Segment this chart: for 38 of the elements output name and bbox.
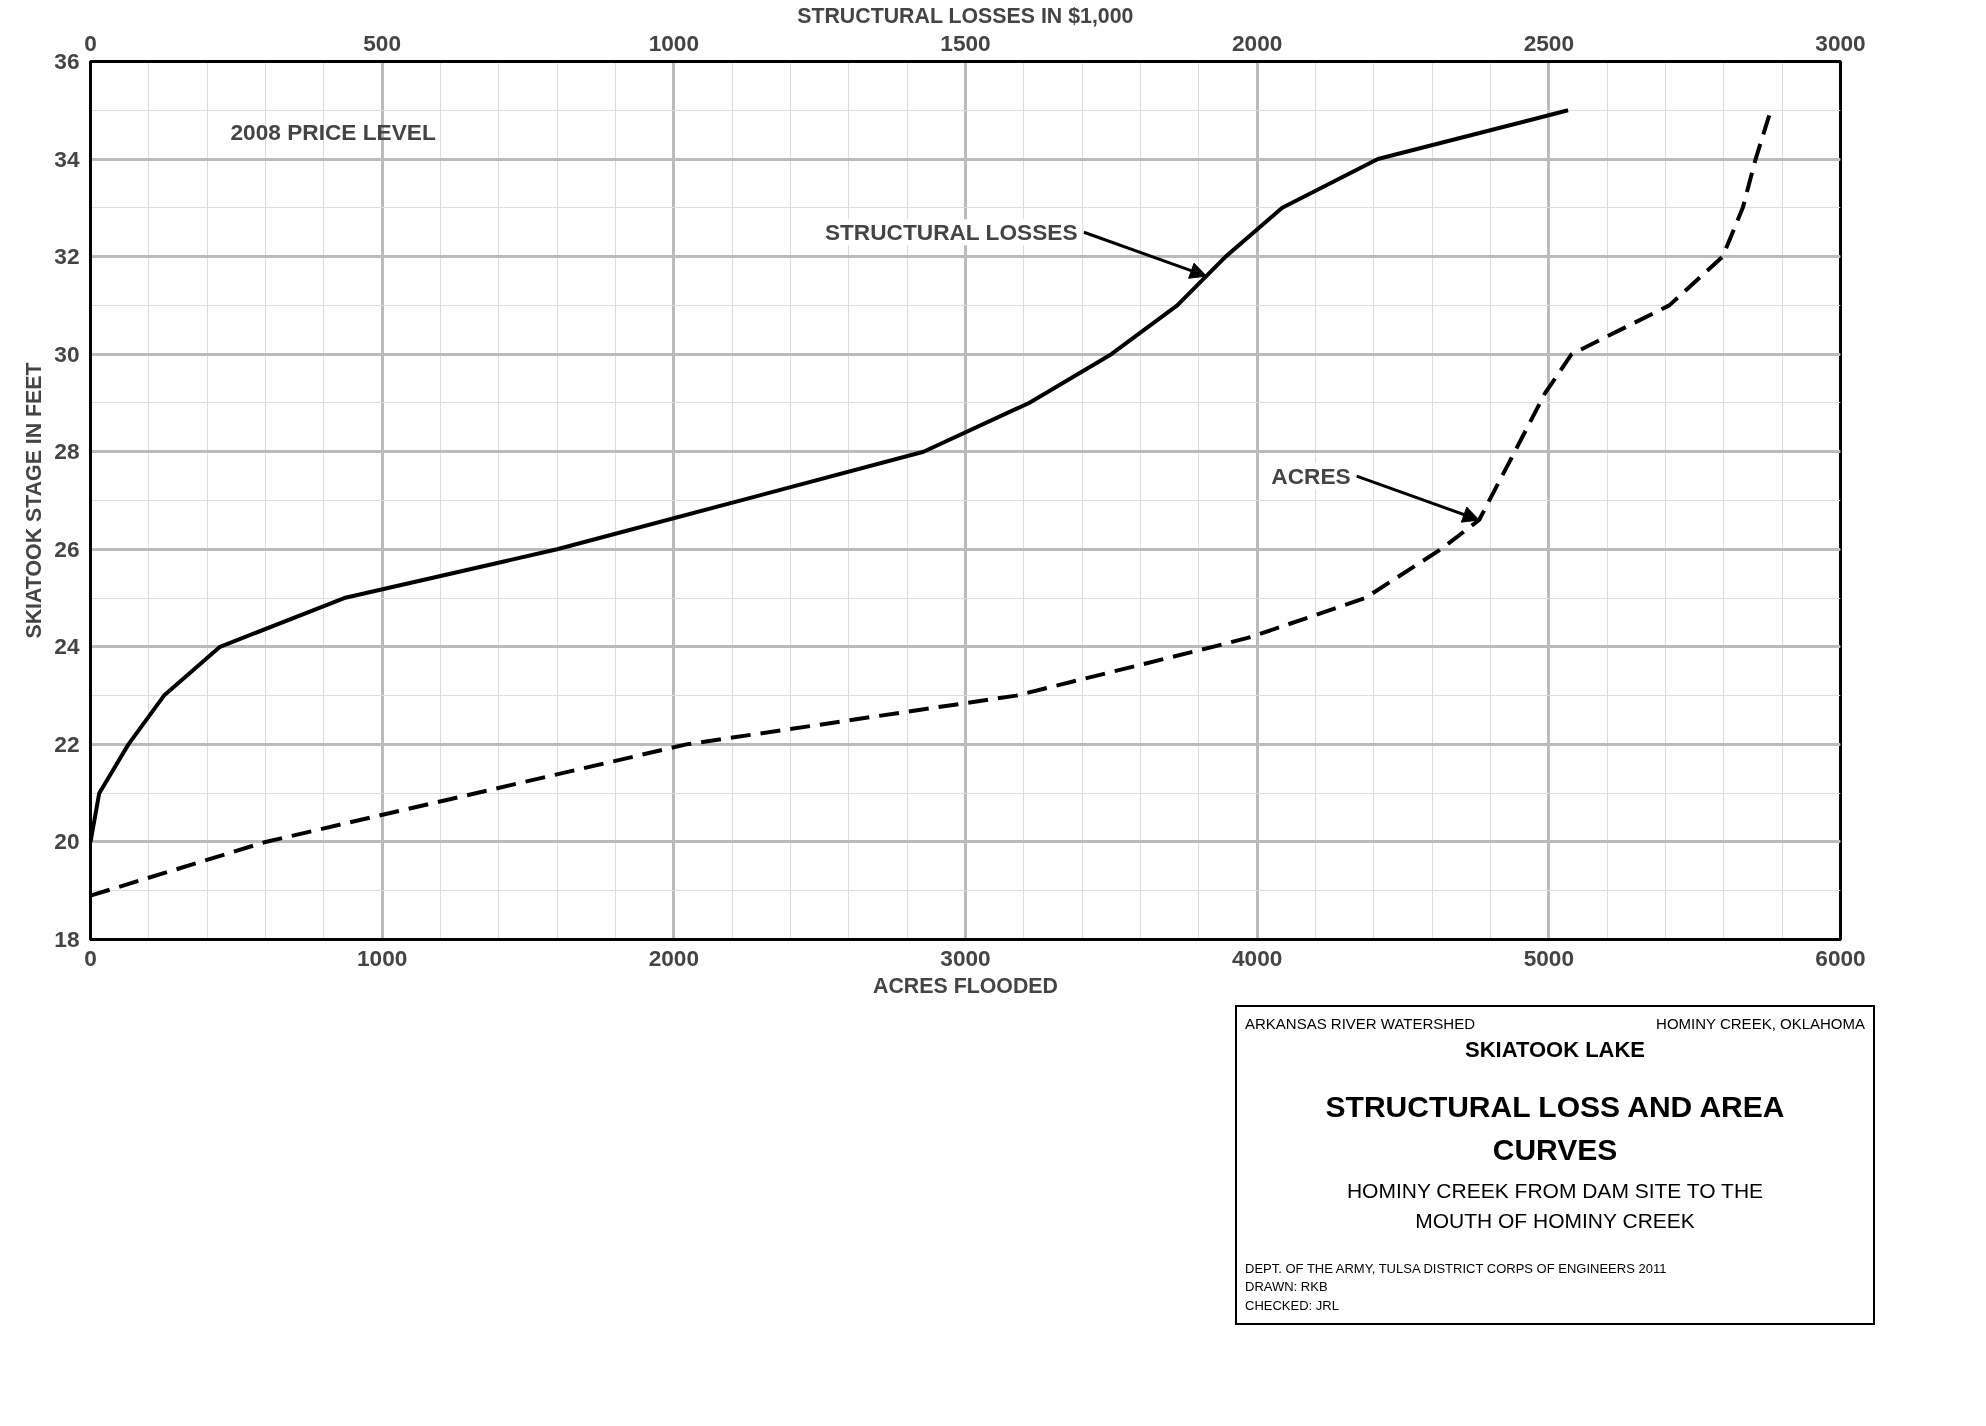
y-tick-label: 32 <box>54 243 80 270</box>
text: DEPT. OF THE ARMY, TULSA DISTRICT CORPS OF ENGINEERS 2011 <box>1245 1259 1668 1278</box>
y-tick-label: 22 <box>54 730 80 757</box>
y-tick-label: 36 <box>54 48 80 74</box>
x2-axis-title: STRUCTURAL LOSSES IN $1,000 <box>797 3 1134 28</box>
x-tick-label: 2000 <box>648 944 700 971</box>
x-tick-label: 1000 <box>356 944 408 971</box>
y-tick-label: 30 <box>54 340 80 367</box>
x2-tick-label: 1000 <box>648 29 700 56</box>
x-tick-label: 6000 <box>1815 944 1866 971</box>
y-tick-label: 34 <box>54 145 80 172</box>
x-tick-label: 4000 <box>1231 944 1283 971</box>
x2-tick-label: 2000 <box>1231 29 1283 56</box>
y-tick-label: 24 <box>54 633 80 660</box>
x-tick-label: 0 <box>84 944 97 971</box>
text: STRUCTURAL LOSS AND AREA CURVES <box>1324 1088 1786 1168</box>
annotation: 2008 PRICE LEVEL <box>230 118 436 145</box>
x2-tick-label: 500 <box>363 29 402 56</box>
x2-tick-label: 2500 <box>1523 29 1575 56</box>
x2-tick-label: 3000 <box>1815 29 1866 56</box>
y-tick-label: 18 <box>54 926 80 952</box>
x-tick-label: 5000 <box>1523 944 1575 971</box>
x2-tick-label: 0 <box>84 29 97 56</box>
y-tick-label: 26 <box>54 535 80 562</box>
annotation: ACRES <box>1271 463 1351 490</box>
text: SKIATOOK LAKE <box>1463 1036 1647 1065</box>
text: HOMINY CREEK, OKLAHOMA <box>1656 1014 1865 1034</box>
text: DRAWN: RKB <box>1245 1278 1329 1297</box>
text: HOMINY CREEK FROM DAM SITE TO THE MOUTH OF HOMINY CREEK <box>1345 1177 1765 1234</box>
x-axis-title: ACRES FLOODED <box>873 973 1058 998</box>
text: CHECKED: JRL <box>1245 1296 1340 1315</box>
y-axis-title: SKIATOOK STAGE IN FEET <box>22 362 47 639</box>
x-tick-label: 3000 <box>940 944 991 971</box>
y-tick-label: 20 <box>54 828 80 855</box>
x2-tick-label: 1500 <box>940 29 991 56</box>
text: ARKANSAS RIVER WATERSHED <box>1245 1014 1476 1034</box>
annotation: STRUCTURAL LOSSES <box>824 219 1078 246</box>
y-tick-label: 28 <box>54 438 80 465</box>
